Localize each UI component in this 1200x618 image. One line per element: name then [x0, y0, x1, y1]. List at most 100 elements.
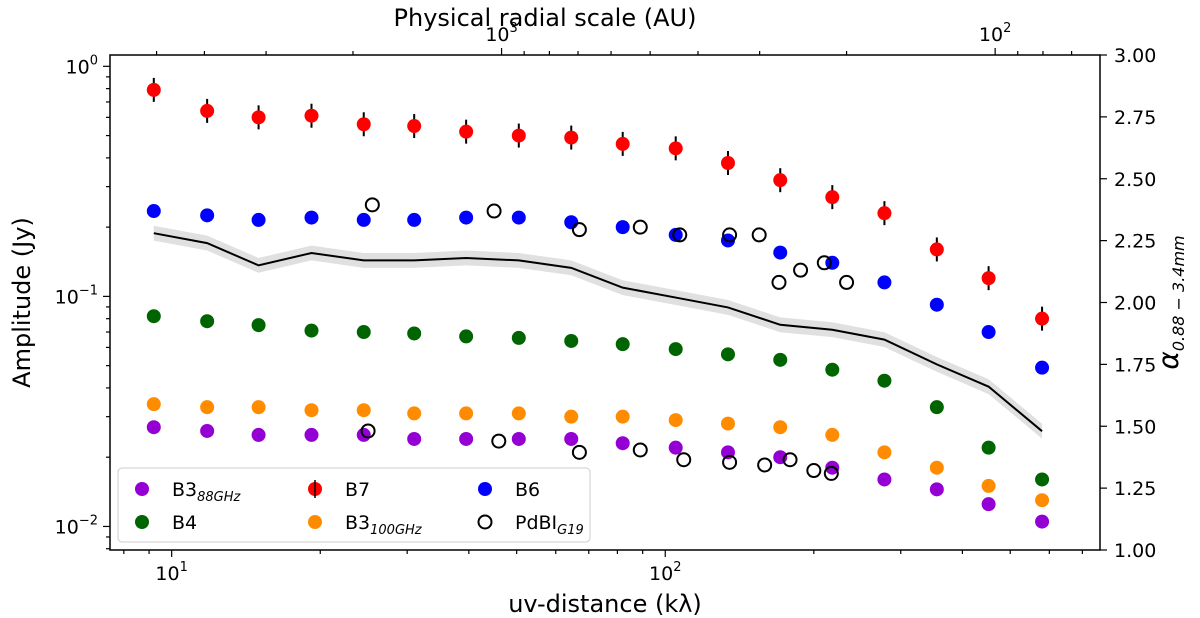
- data-point: [146, 420, 161, 435]
- data-point: [146, 82, 161, 97]
- data-point: [720, 155, 735, 170]
- data-point: [200, 208, 215, 223]
- data-point: [511, 128, 526, 143]
- data-point-open: [672, 227, 688, 243]
- data-point: [720, 347, 735, 362]
- data-point: [511, 330, 526, 345]
- data-point: [511, 210, 526, 225]
- right-tick-label: 1.50: [1114, 416, 1156, 438]
- right-tick-label: 1.00: [1114, 540, 1156, 562]
- data-point: [459, 124, 474, 139]
- legend-marker: [308, 515, 322, 529]
- data-point: [146, 204, 161, 219]
- data-point-open: [839, 274, 855, 290]
- legend-marker: [478, 482, 492, 496]
- data-point-open: [793, 262, 809, 278]
- data-point: [459, 329, 474, 344]
- data-point: [251, 400, 266, 415]
- data-point: [668, 440, 683, 455]
- data-point: [825, 427, 840, 442]
- data-point: [668, 413, 683, 428]
- data-point: [668, 342, 683, 357]
- data-point: [407, 119, 422, 134]
- top-tick-label: 102: [979, 21, 1011, 46]
- data-point: [1035, 493, 1050, 508]
- data-point-open: [771, 274, 787, 290]
- data-point: [200, 423, 215, 438]
- legend-box: [117, 467, 591, 543]
- right-tick-label: 2.00: [1114, 293, 1156, 315]
- data-point: [877, 206, 892, 221]
- data-point-open: [722, 227, 738, 243]
- alpha-uncertainty-band: [153, 225, 1043, 439]
- data-point: [668, 141, 683, 156]
- data-point: [929, 242, 944, 257]
- data-point-open: [676, 452, 692, 468]
- data-point: [1035, 311, 1050, 326]
- data-point: [615, 409, 630, 424]
- data-point: [356, 403, 371, 418]
- series-b3-100ghz: [146, 397, 1050, 508]
- data-point: [1035, 360, 1050, 375]
- y-tick-label: 10−1: [55, 283, 98, 308]
- data-point: [564, 130, 579, 145]
- legend-marker: [135, 515, 149, 529]
- data-point: [615, 337, 630, 352]
- data-point: [1035, 514, 1050, 529]
- data-point: [200, 314, 215, 329]
- data-point: [981, 497, 996, 512]
- data-point: [720, 416, 735, 431]
- right-axis-title: α0.88 − 3.4mm: [1152, 235, 1188, 369]
- data-point: [459, 406, 474, 421]
- data-point: [929, 482, 944, 497]
- data-point: [877, 472, 892, 487]
- data-point-open: [632, 219, 648, 235]
- data-point: [929, 460, 944, 475]
- data-point: [825, 190, 840, 205]
- top-axis-title: Physical radial scale (AU): [394, 4, 697, 32]
- data-point: [825, 362, 840, 377]
- data-point: [356, 212, 371, 227]
- legend-label: B4: [172, 512, 197, 534]
- data-point: [304, 210, 319, 225]
- data-point: [304, 323, 319, 338]
- right-tick-label: 3.00: [1114, 45, 1156, 67]
- data-point: [407, 212, 422, 227]
- data-point-open: [486, 203, 502, 219]
- data-point-open: [782, 452, 798, 468]
- data-point: [304, 403, 319, 418]
- y-axis-title: Amplitude (Jy): [8, 217, 36, 388]
- data-point: [981, 271, 996, 286]
- data-point-open: [757, 457, 773, 473]
- right-tick-label: 2.75: [1114, 107, 1156, 129]
- data-point: [877, 445, 892, 460]
- data-point-open: [823, 465, 839, 481]
- data-point-open: [722, 454, 738, 470]
- data-point: [251, 318, 266, 333]
- data-point: [146, 309, 161, 324]
- data-point: [668, 227, 683, 242]
- data-point-open: [751, 227, 767, 243]
- y-tick-label: 10−2: [55, 513, 98, 538]
- x-axis-title: uv-distance (kλ): [508, 590, 702, 618]
- data-point: [251, 427, 266, 442]
- data-point: [304, 427, 319, 442]
- data-point: [615, 220, 630, 235]
- data-point: [407, 326, 422, 341]
- series-b4: [146, 309, 1050, 487]
- y-tick-label: 100: [66, 53, 98, 78]
- data-point: [564, 409, 579, 424]
- legend-label: B6: [515, 479, 540, 501]
- alpha-line: [153, 232, 1043, 432]
- data-point: [615, 136, 630, 151]
- data-point: [615, 436, 630, 451]
- data-point: [564, 431, 579, 446]
- series-b7: [146, 77, 1050, 331]
- data-point: [981, 440, 996, 455]
- data-point: [773, 173, 788, 188]
- data-point: [877, 373, 892, 388]
- legend-label: B7: [345, 479, 370, 501]
- right-tick-label: 1.25: [1114, 478, 1156, 500]
- data-point: [981, 325, 996, 340]
